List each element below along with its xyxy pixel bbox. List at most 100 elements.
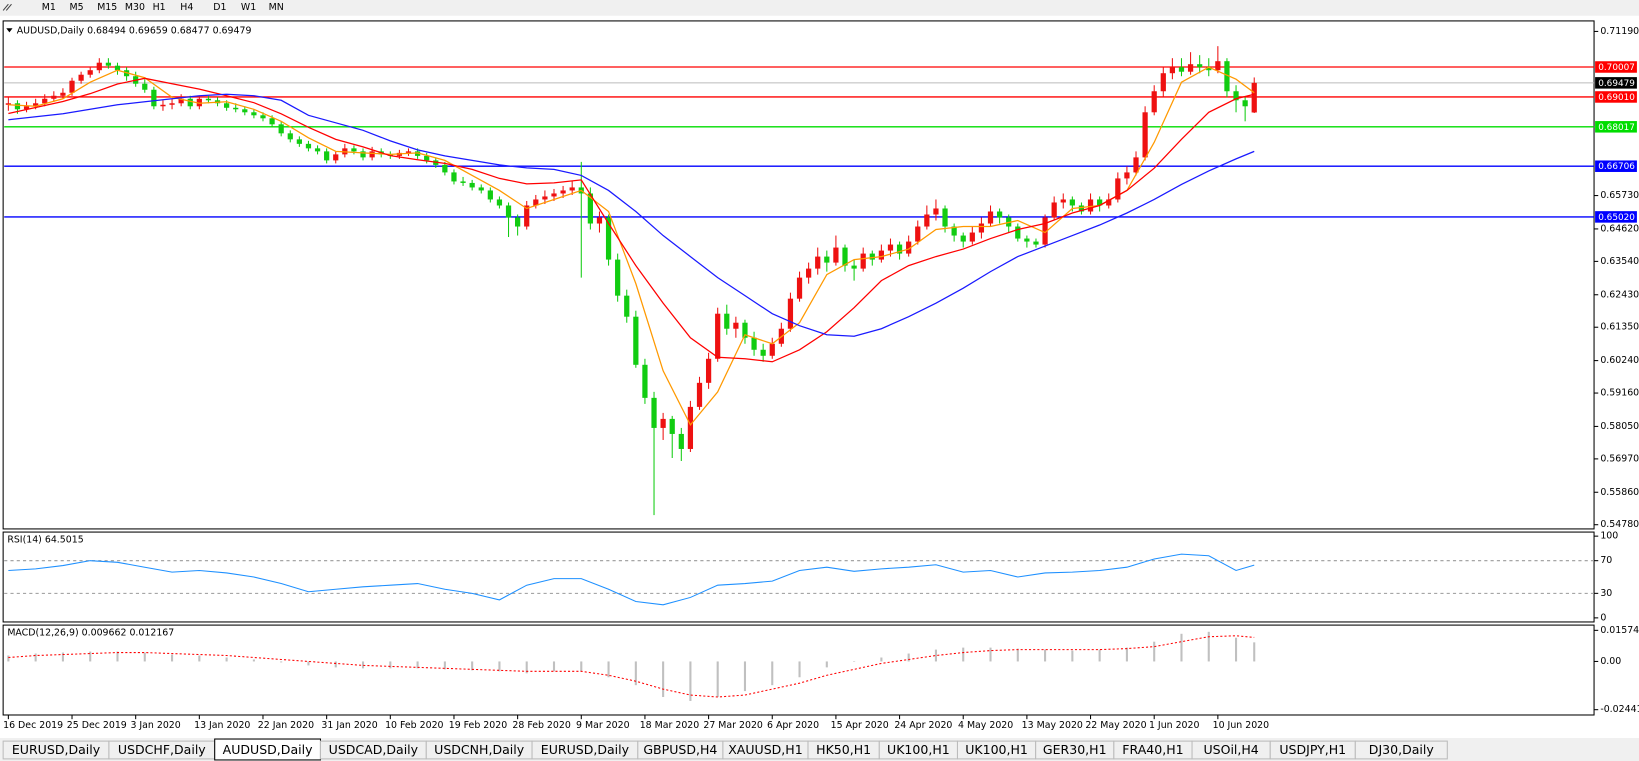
toolbar xyxy=(0,0,1639,16)
tab-label[interactable]: GBPUSD,H4 xyxy=(643,742,717,757)
timeframe-button[interactable]: W1 xyxy=(241,2,256,13)
candle-body xyxy=(524,205,530,227)
x-tick-label: 13 May 2020 xyxy=(1022,720,1083,731)
timeframe-button[interactable]: MN xyxy=(269,2,284,13)
candle-body xyxy=(815,256,821,269)
candle-body xyxy=(296,139,302,144)
close: 0.69479 xyxy=(213,25,252,36)
candle-body xyxy=(233,107,239,110)
timeframe-button[interactable]: M1 xyxy=(42,2,56,13)
candle-body xyxy=(1097,199,1103,206)
low: 0.68477 xyxy=(171,25,210,36)
timeframe-button[interactable]: M5 xyxy=(70,2,84,13)
candle-body xyxy=(942,208,948,227)
candle-body xyxy=(305,143,312,149)
tab-label[interactable]: GER30,H1 xyxy=(1043,742,1107,757)
tab-label[interactable]: AUDUSD,Daily xyxy=(223,742,313,757)
candle-body xyxy=(42,98,48,104)
candle-body xyxy=(769,343,775,356)
tab-label[interactable]: USDJPY,H1 xyxy=(1279,742,1346,757)
candle-body xyxy=(933,208,939,215)
macd-bar xyxy=(471,661,474,671)
macd-bar xyxy=(198,655,201,662)
candle-body xyxy=(142,83,148,90)
candle-body xyxy=(542,196,548,200)
tab-label[interactable]: EURUSD,Daily xyxy=(541,742,630,757)
timeframe-button[interactable]: H4 xyxy=(180,2,193,13)
candle-body xyxy=(324,151,330,161)
x-tick-label: 6 Apr 2020 xyxy=(767,720,819,731)
tab-label[interactable]: HK50,H1 xyxy=(816,742,871,757)
candle-body xyxy=(742,322,748,338)
candle-body xyxy=(951,226,957,236)
x-tick-label: 19 Feb 2020 xyxy=(449,720,507,731)
timeframe-button[interactable]: H1 xyxy=(153,2,166,13)
candle-body xyxy=(733,322,739,329)
y-tick-label: 0.59160 xyxy=(1600,388,1639,399)
macd-bar xyxy=(934,649,937,662)
candle-body xyxy=(833,247,839,263)
tab-label[interactable]: USDCHF,Daily xyxy=(118,742,206,757)
candle-body xyxy=(1078,205,1085,212)
macd-bar xyxy=(743,661,747,692)
macd-bar xyxy=(307,661,310,666)
timeframe-button[interactable]: M30 xyxy=(125,2,145,13)
y-tick-label: 70 xyxy=(1600,555,1612,566)
x-tick-label: 3 Jan 2020 xyxy=(130,720,180,731)
tab-label[interactable]: USDCAD,Daily xyxy=(329,742,419,757)
candle-body xyxy=(705,358,712,383)
candle-body xyxy=(1251,82,1257,113)
candle-body xyxy=(260,115,266,119)
candle-body xyxy=(178,98,184,104)
y-tick-label: 0.56970 xyxy=(1600,453,1639,464)
macd-bar xyxy=(853,661,856,662)
tab-label[interactable]: USOil,H4 xyxy=(1203,742,1258,757)
tab-label[interactable]: XAUUSD,H1 xyxy=(728,742,802,757)
macd-bar xyxy=(34,653,37,662)
x-tick-label: 16 Dec 2019 xyxy=(3,720,63,731)
macd-bar xyxy=(1253,642,1256,662)
tab-label[interactable]: USDCNH,Daily xyxy=(434,742,525,757)
tab-label[interactable]: UK100,H1 xyxy=(965,742,1028,757)
candle-body xyxy=(1206,67,1212,71)
macd-bar xyxy=(143,652,146,662)
level-label: 0.70007 xyxy=(1598,63,1635,73)
candle-body xyxy=(896,244,903,254)
y-tick-label: 0.00 xyxy=(1600,656,1621,667)
candle-body xyxy=(1197,64,1203,68)
candle-body xyxy=(505,205,512,218)
candle-body xyxy=(960,235,966,242)
y-tick-label: 0 xyxy=(1600,612,1606,623)
level-label-box xyxy=(1595,160,1637,172)
tab-label[interactable]: UK100,H1 xyxy=(887,742,950,757)
current-price-box xyxy=(1595,77,1637,89)
candle-body xyxy=(196,98,202,107)
rsi-panel xyxy=(2,531,1595,623)
tab-label[interactable]: FRA40,H1 xyxy=(1122,742,1183,757)
timeframe-button[interactable]: D1 xyxy=(213,2,226,13)
x-tick-label: 25 Dec 2019 xyxy=(67,720,127,731)
candle-body xyxy=(51,95,57,99)
candle-body xyxy=(669,418,675,434)
moving-average xyxy=(8,66,1255,427)
main-panel xyxy=(2,20,1595,530)
macd-bar xyxy=(962,647,965,662)
candle-body xyxy=(551,193,557,197)
y-tick-label: 0.71190 xyxy=(1600,26,1639,37)
candle-body xyxy=(278,124,284,134)
macd-bar xyxy=(1044,649,1047,662)
candle-body xyxy=(924,214,930,227)
y-tick-label: 0.55860 xyxy=(1600,487,1639,498)
macd-bar xyxy=(389,661,392,669)
candle-body xyxy=(151,89,157,107)
timeframe-button[interactable]: M15 xyxy=(97,2,117,13)
candle-body xyxy=(887,244,894,251)
level-label-box xyxy=(1595,211,1637,223)
tab-label[interactable]: EURUSD,Daily xyxy=(12,742,101,757)
candle-body xyxy=(1115,178,1121,200)
candle-body xyxy=(314,148,321,152)
candle-body xyxy=(414,151,421,156)
macd-bar xyxy=(7,655,10,662)
tab-label[interactable]: DJ30,Daily xyxy=(1369,742,1435,757)
tab[interactable] xyxy=(1354,740,1448,760)
